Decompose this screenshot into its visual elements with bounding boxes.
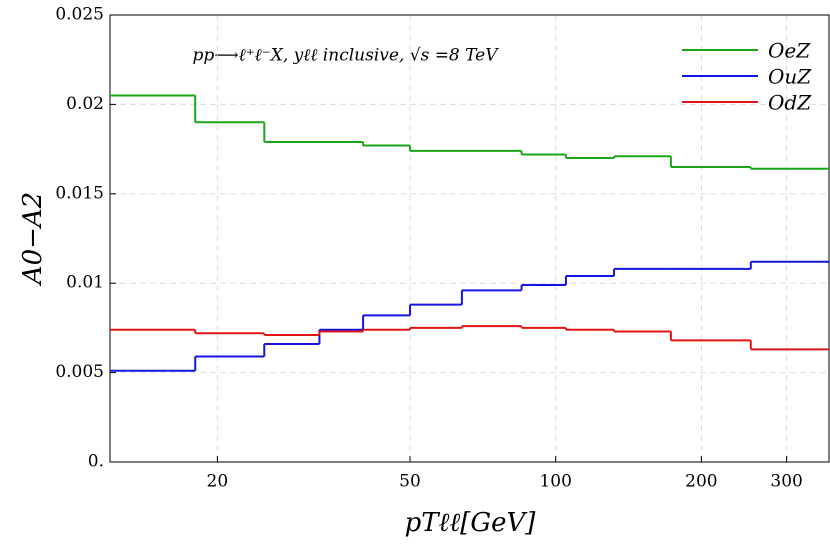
legend-label: OuZ <box>768 65 812 89</box>
y-tick-label: 0.015 <box>55 183 104 203</box>
y-tick-label: 0.02 <box>66 94 104 114</box>
annotation: pp⟶ℓ⁺ℓ⁻X, yℓℓ inclusive, √s =8 TeV <box>192 46 499 66</box>
y-tick-label: 0.025 <box>55 5 104 25</box>
legend-label: OeZ <box>768 39 811 63</box>
y-tick-label: 0.005 <box>55 362 104 382</box>
x-axis-label: pTℓℓ[GeV] <box>405 508 537 538</box>
x-tick-label: 100 <box>539 472 571 492</box>
y-tick-label: 0.01 <box>66 273 104 293</box>
y-axis-label: A0−A2 <box>18 192 48 286</box>
legend-label: OdZ <box>768 91 812 115</box>
x-tick-label: 20 <box>207 472 229 492</box>
x-tick-label: 300 <box>770 472 802 492</box>
y-tick-label: 0. <box>88 452 104 472</box>
plot-frame <box>109 14 830 463</box>
x-tick-label: 50 <box>399 472 421 492</box>
x-tick-label: 200 <box>685 472 717 492</box>
